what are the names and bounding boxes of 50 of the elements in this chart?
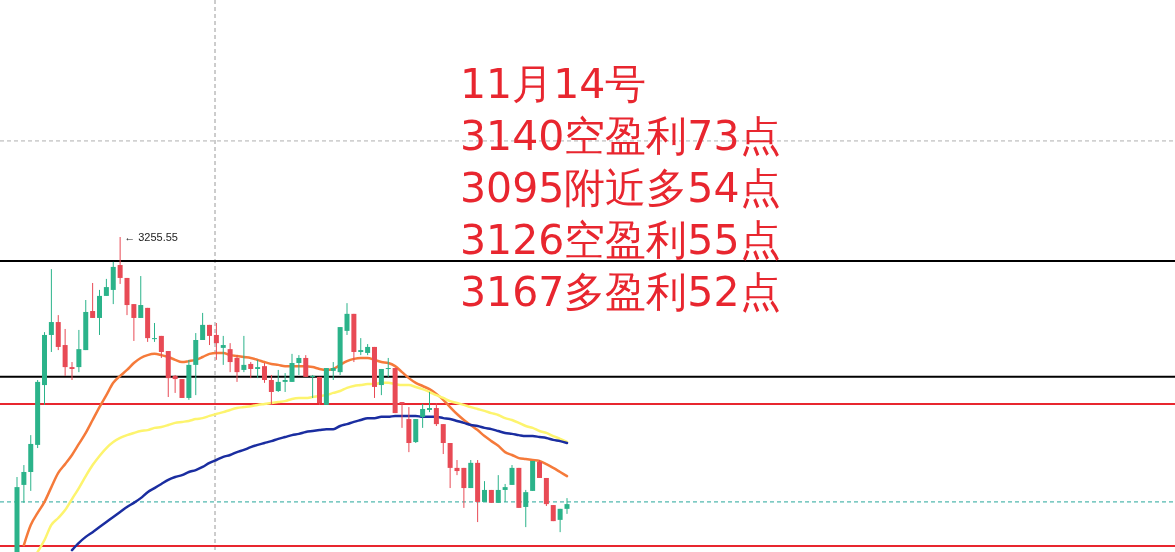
candlestick	[427, 391, 432, 413]
candlestick	[76, 329, 82, 373]
text: 3095附近多54点	[460, 164, 781, 212]
candlestick	[227, 342, 233, 373]
candlestick	[90, 282, 96, 319]
candlestick	[117, 236, 123, 285]
candlestick	[69, 361, 75, 381]
candlestick	[289, 353, 295, 383]
candlestick	[179, 379, 185, 398]
candlestick	[399, 401, 405, 429]
candlestick	[495, 474, 501, 504]
candlestick	[48, 268, 54, 353]
candlestick	[344, 302, 350, 336]
candlestick	[62, 328, 68, 377]
candlestick	[523, 489, 529, 528]
annotation: ← 3255.55	[124, 231, 178, 243]
candlestick	[440, 423, 446, 455]
candlestick	[275, 369, 281, 393]
text: 3140空盈利73点	[460, 112, 781, 160]
candlestick	[138, 275, 144, 319]
candlestick	[255, 359, 261, 379]
annotation: 3167多盈利52点	[460, 268, 781, 316]
candlestick	[482, 480, 487, 503]
text: 11月14号	[460, 60, 647, 108]
candlestick	[282, 372, 288, 393]
candlestick	[110, 261, 116, 305]
candlestick	[406, 406, 412, 453]
candlestick	[172, 374, 178, 394]
candlestick	[152, 322, 157, 343]
candlestick	[268, 374, 274, 406]
candlestick	[296, 354, 302, 376]
candlestick	[509, 464, 515, 486]
candlestick	[303, 354, 309, 378]
candlestick	[433, 402, 439, 427]
candlestick	[200, 312, 206, 341]
annotation: 3126空盈利55点	[460, 216, 781, 264]
candlestick	[502, 483, 508, 503]
candlestick	[378, 368, 384, 396]
candlestick	[213, 322, 219, 361]
candlestick	[413, 418, 419, 444]
candlestick	[220, 335, 226, 366]
candlestick	[97, 289, 102, 336]
candlestick	[241, 335, 247, 373]
candlestick	[564, 497, 570, 515]
candlestick	[310, 374, 316, 399]
candlestick	[234, 354, 240, 383]
candlestick	[385, 357, 391, 378]
candlestick	[21, 464, 27, 504]
candlestick	[262, 362, 267, 384]
candlestick	[420, 403, 426, 429]
